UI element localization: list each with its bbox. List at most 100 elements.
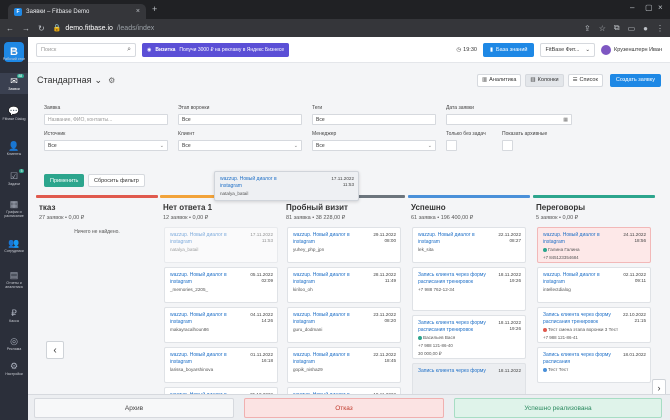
lead-card-title: Запись клиента через форму расписания тр… xyxy=(543,312,611,325)
chevron-down-icon: ⌄ xyxy=(159,142,164,149)
promo-text: Получи 3000 ₽ на рекламу в Яндекс Бизнес… xyxy=(179,46,285,53)
search-icon: ⌕ xyxy=(127,45,131,53)
gear-icon: ⚙ xyxy=(9,361,19,371)
lead-card-title: wazzup. Новый диалог в instagram xyxy=(293,312,350,325)
search-placeholder: Поиск xyxy=(41,46,57,53)
sidepanel-icon[interactable]: ▭ xyxy=(627,23,636,33)
reject-drop-zone[interactable]: Отказ xyxy=(244,398,444,418)
lead-card[interactable]: wazzup. Новый диалог в instagram 24.11.20… xyxy=(537,227,651,263)
sidebar-item-staff[interactable]: 👥 Сотрудники xyxy=(0,235,28,256)
date-range-input[interactable]: ▦ xyxy=(446,114,572,125)
tags-input[interactable]: Все xyxy=(312,114,436,125)
new-tab-icon[interactable]: + xyxy=(152,4,158,14)
lead-card[interactable]: Запись клиента через форму расписания тр… xyxy=(412,267,526,311)
back-icon[interactable]: ← xyxy=(6,23,14,33)
sidebar-item-tasks[interactable]: ☑ 5 Задачи xyxy=(0,168,28,189)
sidebar-item-users[interactable]: 👤 Клиенты xyxy=(0,138,28,159)
status-dot-icon xyxy=(543,327,547,332)
knowledge-base-button[interactable]: ▮ База знаний xyxy=(482,42,535,57)
main-area: Поиск ⌕ ◉ Визитка Получи 3000 ₽ на рекла… xyxy=(28,37,670,420)
create-lead-button[interactable]: Создать заявку xyxy=(609,73,661,87)
sidebar-item-ads[interactable]: ◎ Реклама xyxy=(0,333,28,354)
lead-card-contact: _memories_2205_ xyxy=(170,287,209,292)
sidebar-item-label: Рабочий стол xyxy=(2,57,26,62)
list-view-button[interactable]: ☰ Список xyxy=(567,73,603,87)
lead-card-date: 18.11.2022 19:26 xyxy=(498,320,521,332)
browser-tab[interactable]: F Заявки – Fitbase Demo × xyxy=(8,4,146,19)
archive-checkbox[interactable] xyxy=(502,140,513,151)
manager-select[interactable]: Все ⌄ xyxy=(312,140,436,151)
pipeline-select[interactable]: Стандартная ⌄ xyxy=(37,75,102,86)
user-menu[interactable]: Крузенштерн Иван xyxy=(601,44,662,55)
forward-icon[interactable]: → xyxy=(22,23,30,33)
sidebar-item-calendar[interactable]: ▦ График и расписание xyxy=(0,196,28,222)
analytics-button[interactable]: ▥ Аналитика xyxy=(476,73,522,87)
scroll-right-button[interactable]: › xyxy=(652,379,666,397)
lead-card[interactable]: wazzup. Новый диалог в instagram 17.11.20… xyxy=(164,227,278,263)
sidebar-item-chart[interactable]: ▤ Отчеты и аналитика xyxy=(0,267,28,293)
column-summary: 81 заявка • 38 228,00 ₽ xyxy=(286,215,346,221)
profile-icon[interactable]: ● xyxy=(643,23,648,33)
reset-filter-button[interactable]: Сбросить фильтр xyxy=(88,174,145,187)
cash-icon: ₽ xyxy=(11,308,17,318)
tab-close-icon[interactable]: × xyxy=(135,8,140,15)
lead-card[interactable]: Запись клиента через форму расписания тр… xyxy=(537,307,651,343)
sidebar-item-cash[interactable]: ₽ Касса xyxy=(0,305,28,326)
columns-view-button[interactable]: ▥ Колонки xyxy=(525,73,564,87)
dragged-card[interactable]: wazzup. Новый диалог в instagram 17.11.2… xyxy=(214,171,359,201)
lead-card[interactable]: wazzup. Новый диалог в instagram 01.11.20… xyxy=(164,347,278,383)
column-color-bar xyxy=(36,195,158,198)
fitbase-logo-icon[interactable]: B xyxy=(4,42,24,62)
filter-stage: Этап воронки Все xyxy=(178,105,302,125)
window-close-icon[interactable]: × xyxy=(658,3,663,12)
clock-time: 19:30 xyxy=(463,46,477,53)
lead-card[interactable]: Запись клиента через форму расписания 18.… xyxy=(537,347,651,383)
lead-card[interactable]: wazzup. Новый диалог в instagram 22.11.20… xyxy=(412,227,526,263)
scroll-left-button[interactable]: ‹ xyxy=(46,341,64,359)
client-select[interactable]: Все ⌄ xyxy=(178,140,302,151)
browser-menu-icon[interactable]: ⋮ xyxy=(656,23,664,33)
lead-card-title: wazzup. Новый диалог в instagram xyxy=(170,312,227,325)
share-icon[interactable]: ⇪ xyxy=(584,23,591,33)
company-select[interactable]: FitBase Фит... ⌄ xyxy=(540,42,596,57)
lead-card[interactable]: wazzup. Новый диалог в instagram 04.11.20… xyxy=(164,307,278,343)
bookmark-star-icon[interactable]: ☆ xyxy=(598,23,606,33)
sidebar-item-chat[interactable]: 💬 Fitbase Dialog xyxy=(0,103,28,124)
sidebar-item-label: Fitbase Dialog xyxy=(2,117,26,122)
filter-lead-label: Заявка xyxy=(44,105,61,111)
url-field[interactable]: 🔒 demo.fitbase.io/leads/index xyxy=(53,24,155,33)
lead-card[interactable]: Запись клиента через форму расписания тр… xyxy=(412,315,526,359)
lead-card[interactable]: wazzup. Новый диалог в instagram 22.11.20… xyxy=(287,347,401,383)
lead-card[interactable]: wazzup. Новый диалог в instagram 05.11.20… xyxy=(164,267,278,303)
maximize-icon[interactable]: ▢ xyxy=(645,3,653,12)
stage-input[interactable]: Все xyxy=(178,114,302,125)
lead-card-contact: kiriloo_oh xyxy=(293,287,313,292)
lead-card-contact: lek_sita xyxy=(418,247,434,252)
filter-stage-label: Этап воронки xyxy=(178,105,210,111)
search-input[interactable]: Поиск ⌕ xyxy=(36,42,136,57)
sidebar-item-inbox[interactable]: ✉ 88 Заявки xyxy=(0,73,28,95)
sidebar-item-gear[interactable]: ⚙ Настройки xyxy=(0,358,28,379)
lead-search-input[interactable]: Название, ФИО, контакты... xyxy=(44,114,168,125)
reload-icon[interactable]: ↻ xyxy=(38,23,45,33)
extensions-icon[interactable]: ⧉ xyxy=(613,23,620,32)
lead-card[interactable]: wazzup. Новый диалог в instagram 02.11.20… xyxy=(537,267,651,303)
apply-filter-button[interactable]: Применить xyxy=(44,174,85,187)
lead-card[interactable]: wazzup. Новый диалог в instagram 28.11.20… xyxy=(287,267,401,303)
no-tasks-checkbox[interactable] xyxy=(446,140,457,151)
sidebar-item-home[interactable]: ⌂ Рабочий стол xyxy=(0,43,28,64)
archive-drop-zone[interactable]: Архив xyxy=(34,398,234,418)
lead-card[interactable]: wazzup. Новый диалог в instagram 29.11.20… xyxy=(287,227,401,263)
success-drop-zone[interactable]: Успешно реализована xyxy=(454,398,662,418)
kanban-board: тказ 27 заявок • 0,00 ₽ Ничего не найдено.… xyxy=(28,195,670,420)
lead-card[interactable]: wazzup. Новый диалог в instagram 23.11.20… xyxy=(287,307,401,343)
chevron-down-icon: ⌄ xyxy=(427,142,432,149)
promo-banner[interactable]: ◉ Визитка Получи 3000 ₽ на рекламу в Янд… xyxy=(142,42,290,57)
source-select[interactable]: Все ⌄ xyxy=(44,140,168,151)
pipeline-settings-gear-icon[interactable]: ⚙ xyxy=(108,75,116,85)
filter-tags-label: Теги xyxy=(312,105,323,111)
minimize-icon[interactable]: – xyxy=(630,3,635,12)
sidebar-item-label: Реклама xyxy=(6,347,22,352)
lead-card-date: 23.11.2022 08:20 xyxy=(373,312,396,324)
column-color-bar xyxy=(533,195,655,198)
